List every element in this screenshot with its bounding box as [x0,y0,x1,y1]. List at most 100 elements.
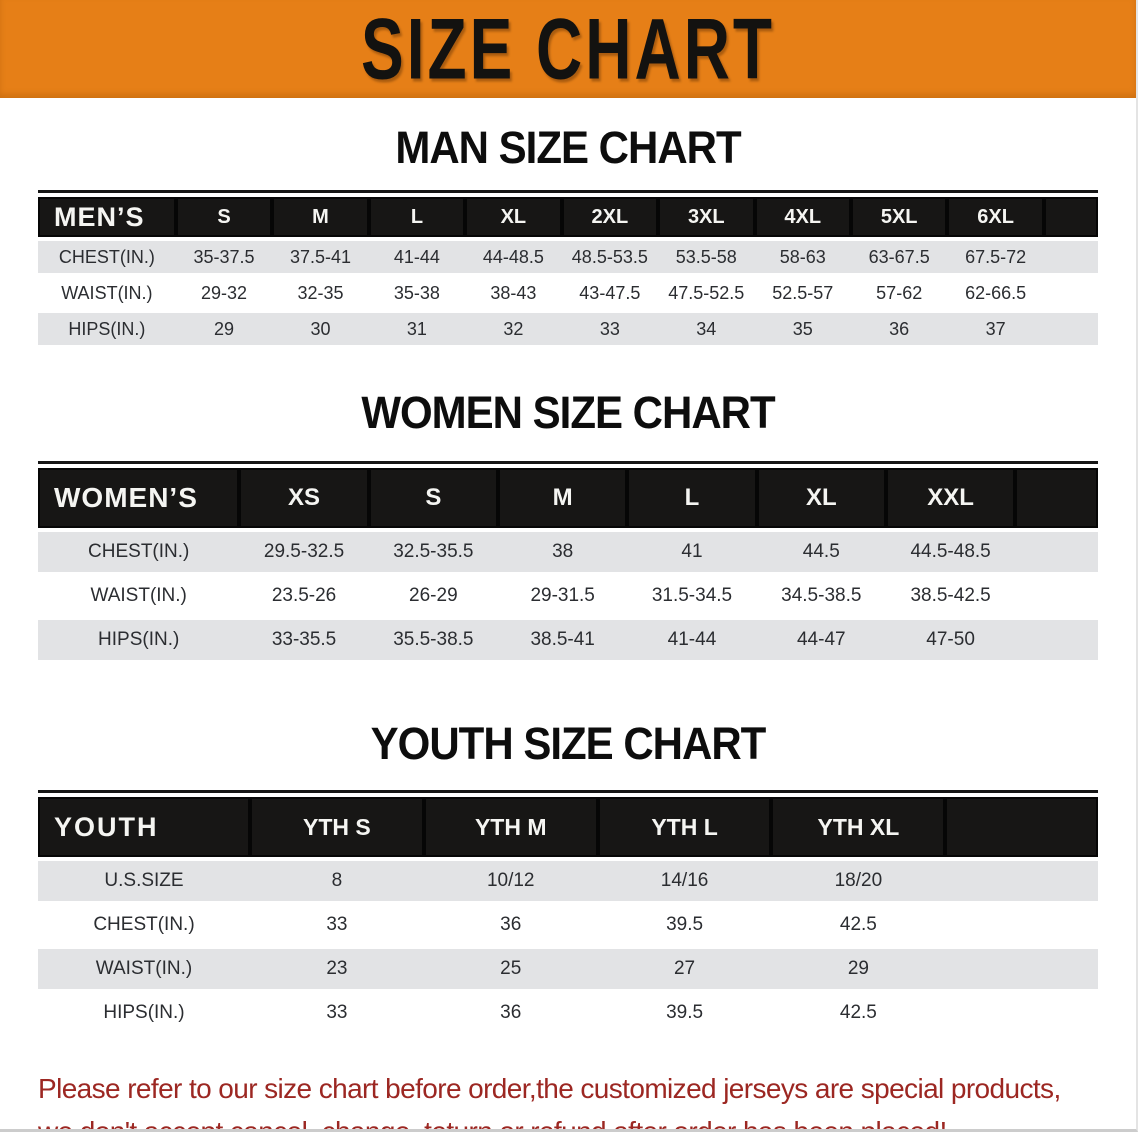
youth-header-row: YOUTH YTH S YTH M YTH L YTH XL [38,797,1098,857]
disclaimer-line-2: we don't accept cancel, change, teturn o… [38,1116,947,1132]
row-filler [1043,277,1098,309]
size-value-cell: 18/20 [771,861,946,901]
size-value-cell: 35-38 [368,277,466,309]
size-value-cell: 32 [465,313,562,345]
size-value-cell: 44.5 [756,532,886,572]
size-column-header: S [368,468,499,528]
row-label-cell: U.S.SIZE [38,861,250,901]
size-value-cell: 53.5-58 [658,241,755,273]
measurement-row: U.S.SIZE 8 10/12 14/16 18/20 [38,861,1098,901]
size-value-cell: 38.5-41 [498,620,628,660]
size-column-header: XS [239,468,369,528]
mens-size-table-wrap: MEN’S S M L XL 2XL 3XL 4XL 5XL 6XL CHEST… [38,190,1098,349]
size-value-cell: 52.5-57 [754,277,851,309]
row-filler [945,949,1098,989]
women-size-chart-heading-text: WOMEN SIZE CHART [361,387,775,438]
size-value-cell: 33-35.5 [239,620,369,660]
size-column-header: XL [465,197,562,237]
measurement-row: HIPS(IN.) 33-35.5 35.5-38.5 38.5-41 41-4… [38,620,1098,660]
size-value-cell: 30 [272,313,369,345]
size-column-header: S [175,197,273,237]
size-value-cell: 33 [249,905,424,945]
youth-size-table-wrap: YOUTH YTH S YTH M YTH L YTH XL U.S.SIZE … [38,790,1098,1037]
man-size-chart-heading: MAN SIZE CHART [0,122,1136,173]
row-label-cell: WAIST(IN.) [38,576,240,616]
measurement-row: CHEST(IN.) 33 36 39.5 42.5 [38,905,1098,945]
man-size-chart-heading-text: MAN SIZE CHART [395,122,741,173]
row-filler [1015,620,1098,660]
size-column-header: 6XL [947,197,1044,237]
size-value-cell: 42.5 [771,905,946,945]
womens-header-row: WOMEN’S XS S M L XL XXL [38,468,1098,528]
disclaimer-line-1: Please refer to our size chart before or… [38,1073,1061,1104]
size-value-cell: 33 [249,993,424,1033]
size-value-cell: 38-43 [465,277,562,309]
row-label-cell: CHEST(IN.) [38,241,176,273]
size-value-cell: 31.5-34.5 [627,576,757,616]
measurement-row: CHEST(IN.) 35-37.5 37.5-41 41-44 44-48.5… [38,241,1098,273]
row-filler [945,861,1098,901]
measurement-row: WAIST(IN.) 23 25 27 29 [38,949,1098,989]
size-value-cell: 37.5-41 [272,241,369,273]
size-column-header: 3XL [658,197,755,237]
row-label-cell: WAIST(IN.) [38,949,250,989]
youth-size-chart-heading: YOUTH SIZE CHART [0,718,1136,769]
row-label-cell: HIPS(IN.) [38,993,250,1033]
row-filler [945,905,1098,945]
size-value-cell: 42.5 [771,993,946,1033]
size-value-cell: 39.5 [597,993,772,1033]
size-value-cell: 44-47 [756,620,886,660]
size-value-cell: 63-67.5 [850,241,948,273]
size-value-cell: 23 [249,949,424,989]
size-value-cell: 31 [368,313,466,345]
banner-title: SIZE CHART [361,0,775,98]
size-value-cell: 57-62 [850,277,948,309]
size-chart-banner: SIZE CHART [0,0,1136,98]
size-value-cell: 67.5-72 [947,241,1044,273]
size-value-cell: 35 [754,313,851,345]
size-column-header: YTH L [597,797,772,857]
size-column-header: 4XL [754,197,851,237]
size-value-cell: 41 [627,532,757,572]
womens-size-table-wrap: WOMEN’S XS S M L XL XXL CHEST(IN.) 29.5-… [38,461,1098,664]
measurement-row: CHEST(IN.) 29.5-32.5 32.5-35.5 38 41 44.… [38,532,1098,572]
size-value-cell: 38.5-42.5 [885,576,1016,616]
women-size-chart-heading: WOMEN SIZE CHART [0,387,1136,438]
size-value-cell: 27 [597,949,772,989]
size-value-cell: 32-35 [272,277,369,309]
size-value-cell: 29-31.5 [498,576,628,616]
size-column-header: M [272,197,369,237]
size-column-header: 5XL [850,197,948,237]
youth-corner-header: YOUTH [38,797,250,857]
size-value-cell: 10/12 [423,861,598,901]
mens-header-row: MEN’S S M L XL 2XL 3XL 4XL 5XL 6XL [38,197,1098,237]
row-filler [1043,241,1098,273]
size-value-cell: 35-37.5 [175,241,273,273]
measurement-row: WAIST(IN.) 29-32 32-35 35-38 38-43 43-47… [38,277,1098,309]
size-column-header: L [368,197,466,237]
row-filler [1043,313,1098,345]
size-value-cell: 23.5-26 [239,576,369,616]
size-column-header: YTH XL [771,797,946,857]
size-value-cell: 14/16 [597,861,772,901]
row-label-cell: HIPS(IN.) [38,313,176,345]
size-value-cell: 35.5-38.5 [368,620,499,660]
size-value-cell: 48.5-53.5 [561,241,659,273]
size-value-cell: 8 [249,861,424,901]
size-column-header: YTH S [249,797,424,857]
size-value-cell: 29-32 [175,277,273,309]
womens-corner-header: WOMEN’S [38,468,240,528]
size-value-cell: 36 [423,993,598,1033]
youth-size-table: YOUTH YTH S YTH M YTH L YTH XL U.S.SIZE … [38,793,1098,1037]
size-value-cell: 62-66.5 [947,277,1044,309]
womens-size-table: WOMEN’S XS S M L XL XXL CHEST(IN.) 29.5-… [38,464,1098,664]
size-value-cell: 41-44 [627,620,757,660]
size-value-cell: 58-63 [754,241,851,273]
measurement-row: HIPS(IN.) 33 36 39.5 42.5 [38,993,1098,1033]
size-value-cell: 33 [561,313,659,345]
size-value-cell: 43-47.5 [561,277,659,309]
row-label-cell: CHEST(IN.) [38,905,250,945]
mens-corner-header: MEN’S [38,197,176,237]
size-column-header: M [498,468,628,528]
